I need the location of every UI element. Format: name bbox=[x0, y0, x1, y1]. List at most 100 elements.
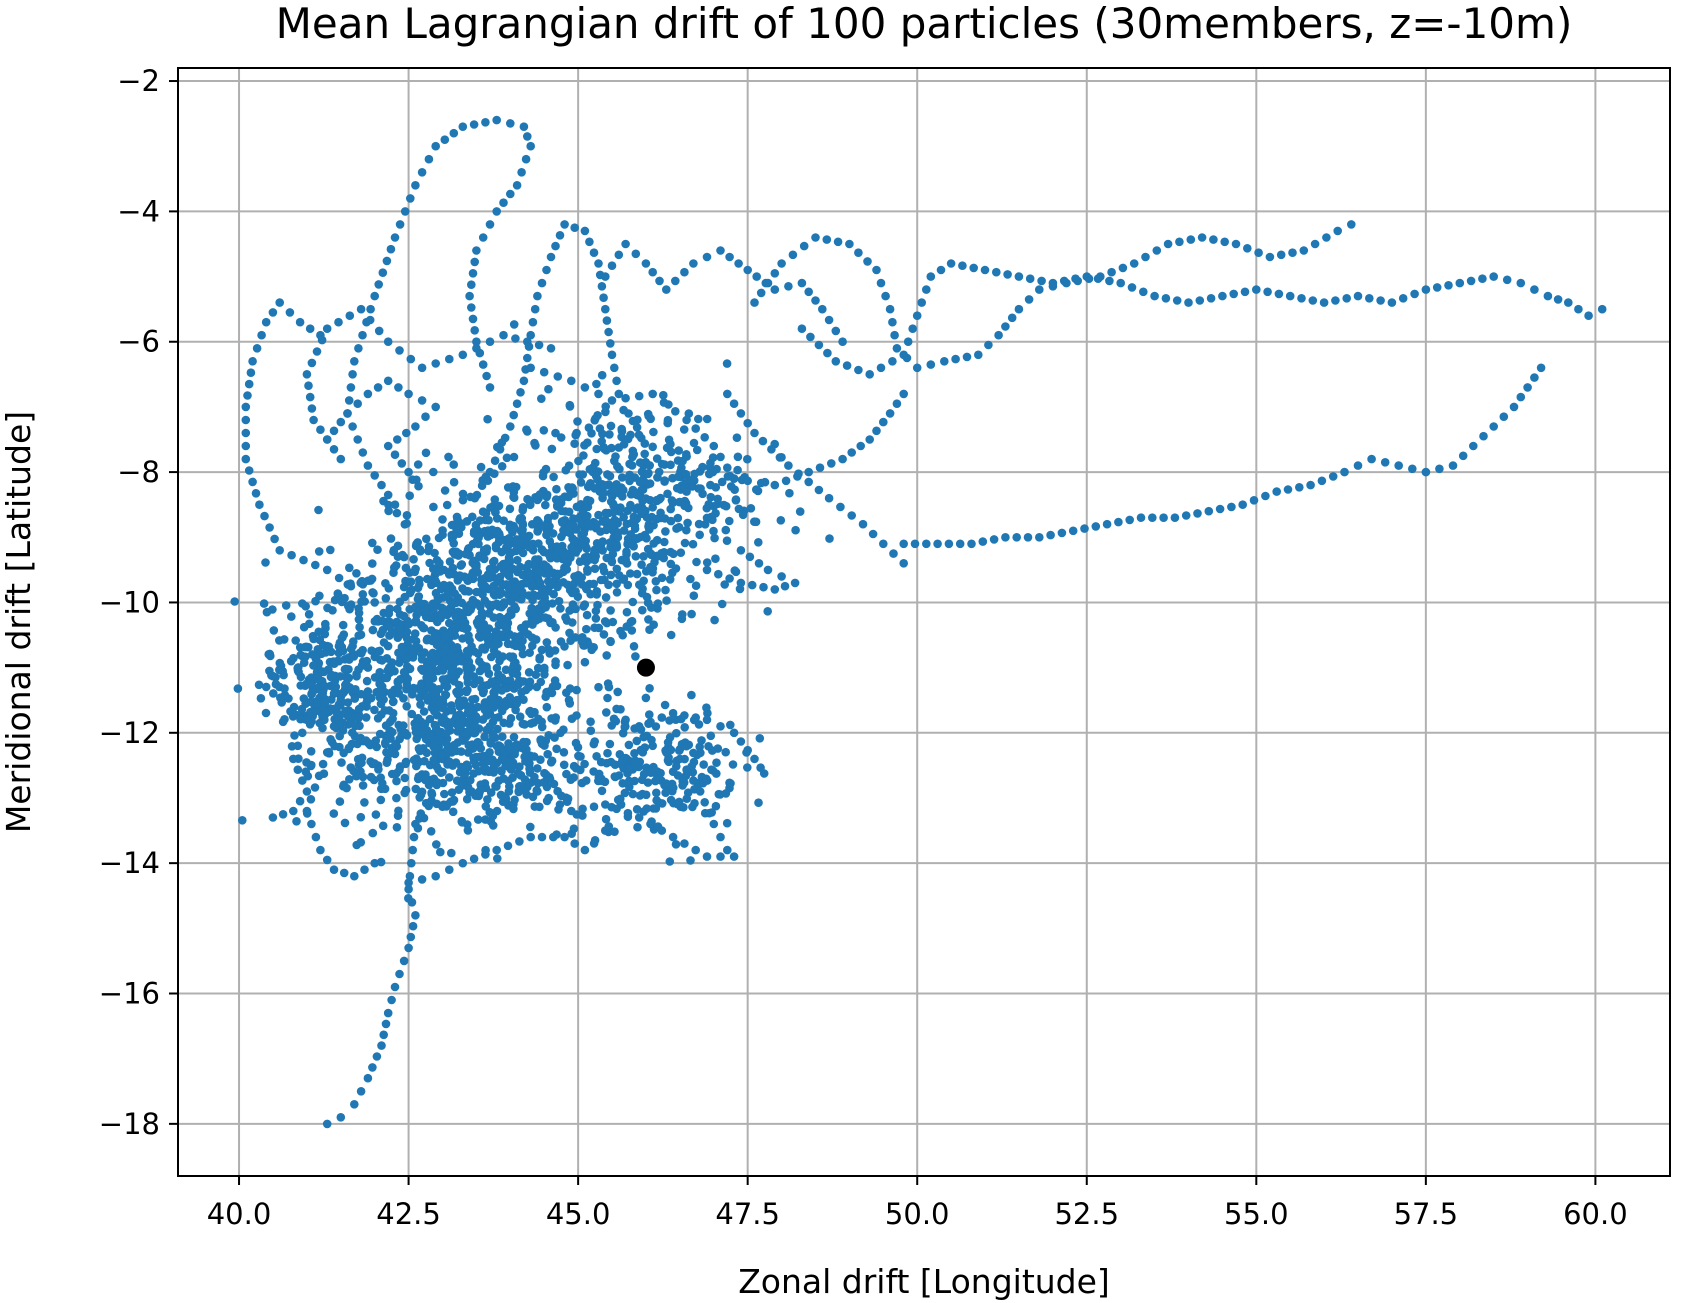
particle-point bbox=[241, 428, 251, 438]
particle-point bbox=[606, 606, 615, 615]
particle-point bbox=[488, 729, 498, 739]
particle-point bbox=[610, 827, 619, 836]
particle-point bbox=[537, 394, 546, 404]
y-tick-label: −8 bbox=[117, 455, 160, 489]
particle-point bbox=[687, 690, 696, 700]
particle-point bbox=[302, 758, 311, 767]
particle-point bbox=[316, 425, 325, 435]
particle-point bbox=[292, 817, 301, 826]
particle-point bbox=[462, 794, 472, 804]
particle-point bbox=[559, 725, 568, 734]
particle-point bbox=[518, 649, 528, 659]
particle-point bbox=[557, 506, 566, 516]
particle-point bbox=[1080, 524, 1089, 533]
particle-point bbox=[1466, 276, 1476, 286]
particle-point bbox=[458, 609, 468, 619]
particle-point bbox=[655, 276, 664, 286]
particle-point bbox=[516, 580, 526, 589]
particle-point bbox=[750, 754, 759, 764]
particle-point bbox=[339, 748, 349, 758]
particle-point bbox=[499, 198, 508, 207]
particle-point bbox=[607, 350, 617, 360]
particle-point bbox=[560, 832, 569, 842]
particle-point bbox=[750, 298, 759, 307]
particle-point bbox=[645, 461, 654, 470]
particle-point bbox=[579, 529, 589, 538]
particle-point bbox=[770, 585, 780, 594]
particle-point bbox=[636, 532, 645, 542]
particle-point bbox=[408, 845, 418, 855]
particle-point bbox=[675, 754, 685, 764]
particle-point bbox=[933, 539, 942, 549]
particle-point bbox=[660, 477, 669, 486]
particle-point bbox=[488, 821, 498, 830]
particle-point bbox=[409, 683, 418, 693]
particle-point bbox=[1249, 496, 1259, 505]
particle-point bbox=[497, 766, 506, 775]
particle-point bbox=[481, 850, 490, 859]
particle-point bbox=[442, 738, 451, 748]
particle-point bbox=[484, 767, 494, 777]
particle-point bbox=[599, 293, 608, 303]
particle-point bbox=[506, 676, 515, 685]
particle-point bbox=[729, 474, 739, 483]
x-tick-label: 60.0 bbox=[1563, 1197, 1628, 1231]
particle-point bbox=[468, 269, 478, 278]
particle-point bbox=[413, 713, 423, 723]
particle-point bbox=[1479, 431, 1488, 441]
particle-point bbox=[510, 524, 519, 533]
particle-point bbox=[391, 739, 400, 749]
particle-point bbox=[1048, 278, 1058, 288]
particle-point bbox=[634, 722, 644, 731]
particle-point bbox=[589, 767, 598, 776]
particle-point bbox=[508, 654, 517, 663]
particle-point bbox=[509, 732, 519, 742]
particle-point bbox=[799, 241, 809, 251]
particle-point bbox=[429, 605, 438, 615]
particle-point bbox=[335, 731, 345, 741]
particle-point bbox=[393, 541, 403, 551]
particle-point bbox=[1435, 464, 1444, 474]
particle-point bbox=[1227, 502, 1236, 512]
particle-point bbox=[1530, 285, 1539, 294]
particle-point bbox=[885, 409, 895, 418]
particle-point bbox=[620, 722, 630, 732]
particle-point bbox=[535, 653, 544, 662]
particle-point bbox=[392, 776, 401, 786]
particle-point bbox=[776, 516, 786, 525]
particle-point bbox=[646, 819, 655, 829]
particle-point bbox=[564, 492, 573, 502]
particle-point bbox=[666, 795, 676, 805]
particle-point bbox=[526, 719, 536, 728]
particle-point bbox=[484, 515, 493, 525]
particle-point bbox=[584, 423, 594, 433]
particle-point bbox=[537, 645, 547, 655]
particle-point bbox=[675, 746, 684, 755]
particle-point bbox=[356, 812, 366, 822]
particle-point bbox=[311, 832, 321, 842]
particle-point bbox=[449, 128, 459, 138]
particle-point bbox=[307, 404, 317, 413]
particle-point bbox=[431, 402, 441, 412]
particle-point bbox=[1024, 295, 1034, 304]
particle-point bbox=[638, 605, 647, 615]
particle-point bbox=[362, 676, 372, 686]
particle-point bbox=[424, 154, 434, 164]
particle-point bbox=[570, 439, 579, 449]
particle-point bbox=[379, 1030, 389, 1040]
particle-point bbox=[478, 360, 488, 369]
particle-point bbox=[626, 430, 635, 440]
particle-point bbox=[370, 291, 380, 301]
particle-point bbox=[597, 786, 607, 796]
particle-point bbox=[926, 272, 936, 281]
particle-point bbox=[470, 493, 480, 503]
particle-point bbox=[726, 482, 736, 491]
particle-point bbox=[445, 773, 454, 782]
particle-point bbox=[542, 638, 552, 647]
particle-point bbox=[248, 357, 257, 366]
particle-point bbox=[689, 476, 699, 485]
particle-point bbox=[503, 841, 513, 851]
particle-point bbox=[689, 591, 699, 600]
particle-point bbox=[944, 539, 954, 549]
particle-point bbox=[597, 282, 607, 291]
